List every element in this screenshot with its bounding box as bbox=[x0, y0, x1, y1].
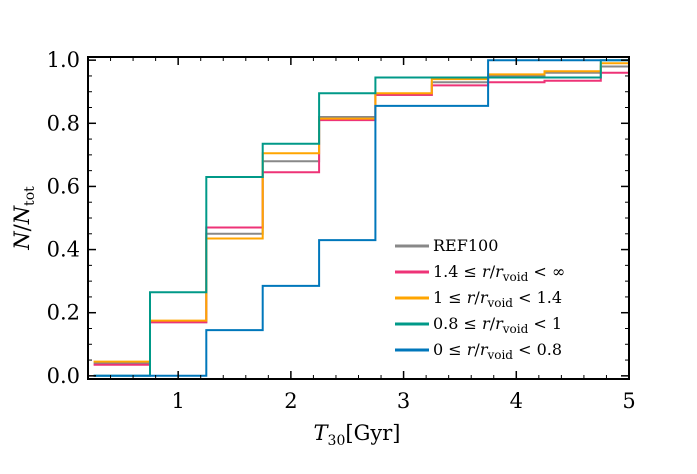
x-tick-label: 1 bbox=[171, 389, 184, 413]
y-tick-label: 0.6 bbox=[47, 174, 80, 198]
legend: REF100 1.4 ≤ r/rvoid < ∞ 1 ≤ r/rvoid < 1.4… bbox=[395, 236, 565, 362]
x-tick-label: 2 bbox=[284, 389, 297, 413]
plot-frame bbox=[87, 56, 630, 380]
series-line-4 bbox=[93, 59, 629, 377]
y-tick-label: 0.4 bbox=[47, 238, 80, 262]
x-tick-label: 4 bbox=[510, 389, 523, 413]
x-tick-label: 5 bbox=[622, 389, 635, 413]
y-tick-label: 1.0 bbox=[47, 48, 80, 72]
legend-entry: 1.4 ≤ r/rvoid < ∞ bbox=[433, 262, 565, 284]
y-tick-label: 0.0 bbox=[47, 364, 80, 388]
x-tick-label: 3 bbox=[397, 389, 410, 413]
legend-entry: 1 ≤ r/rvoid < 1.4 bbox=[433, 288, 562, 310]
x-axis-label: T30[Gyr] bbox=[314, 421, 401, 449]
legend-entry: REF100 bbox=[433, 236, 498, 255]
legend-entry: 0 ≤ r/rvoid < 0.8 bbox=[433, 340, 562, 362]
y-tick-label: 0.8 bbox=[47, 111, 80, 135]
y-tick-label: 0.2 bbox=[47, 301, 80, 325]
legend-entry: 0.8 ≤ r/rvoid < 1 bbox=[433, 314, 562, 336]
y-axis-label: N/Ntot bbox=[10, 186, 38, 251]
tick-labels: 1 2 3 4 5 0.0 0.2 0.4 0.6 0.8 1.0 bbox=[47, 48, 636, 413]
series-layer bbox=[93, 59, 629, 377]
